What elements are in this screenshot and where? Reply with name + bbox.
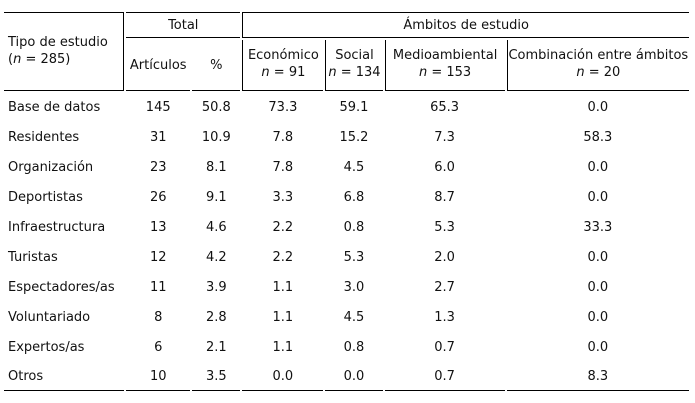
cell-medioambiental: 0.7: [434, 339, 455, 355]
row-label: Infraestructura: [8, 219, 106, 235]
cell-articulos: 13: [149, 219, 167, 235]
row-label: Organización: [8, 159, 94, 175]
cell-medioambiental: 65.3: [430, 99, 460, 115]
cell-medioambiental: 2.7: [434, 279, 455, 295]
cell-combinacion: 8.3: [506, 363, 689, 391]
table-row: Expertos/as 6 2.1 1.1 0.8 0.7 0.0: [4, 333, 689, 361]
cell-medioambiental: 8.7: [434, 189, 455, 205]
row-label: Turistas: [8, 249, 58, 265]
cell-articulos: 10: [126, 363, 191, 391]
cell-combinacion: 33.3: [583, 219, 613, 235]
cell-social: 3.0: [343, 279, 365, 295]
cell-social: 0.8: [343, 219, 365, 235]
group-header-ambitos: Ámbitos de estudio: [242, 12, 689, 38]
cell-social: 6.8: [343, 189, 365, 205]
cell-articulos: 31: [149, 129, 167, 145]
row-label: Deportistas: [8, 189, 83, 205]
cell-economico: 1.1: [272, 339, 294, 355]
row-label: Espectadores/as: [8, 279, 115, 295]
row-label: Base de datos: [8, 99, 101, 115]
cell-economico: 7.8: [272, 129, 294, 145]
table-row: Otros 10 3.5 0.0 0.0 0.7 8.3: [4, 363, 689, 391]
cell-social: 59.1: [339, 99, 369, 115]
cell-social: 5.3: [343, 249, 365, 265]
row-label: Voluntariado: [8, 309, 91, 325]
table-row: Residentes 31 10.9 7.8 15.2 7.3 58.3: [4, 123, 689, 151]
cell-social: 4.5: [343, 309, 365, 325]
cell-combinacion: 0.0: [587, 309, 609, 325]
table-row: Voluntariado 8 2.8 1.1 4.5 1.3 0.0: [4, 303, 689, 331]
cell-economico: 3.3: [272, 189, 294, 205]
cell-combinacion: 0.0: [587, 339, 609, 355]
cell-social: 0.8: [343, 339, 365, 355]
cell-economico: 1.1: [272, 279, 294, 295]
row-label: Residentes: [8, 129, 80, 145]
cell-social: 4.5: [343, 159, 365, 175]
col-header-articulos: Artículos: [126, 40, 191, 91]
cell-combinacion: 58.3: [583, 129, 613, 145]
col-header-medioambiental: Medioambiental n = 153: [384, 40, 505, 91]
cell-medioambiental: 2.0: [434, 249, 455, 265]
cell-pct: 3.9: [205, 279, 227, 295]
col-header-pct: %: [192, 40, 241, 91]
cell-pct: 8.1: [205, 159, 227, 175]
cell-economico: 0.0: [242, 363, 324, 391]
header-group-row: Tipo de estudio (n = 285) Total Ámbitos …: [4, 12, 689, 91]
cell-pct: 2.8: [205, 309, 227, 325]
cell-combinacion: 0.0: [587, 189, 609, 205]
cell-medioambiental: 7.3: [434, 129, 455, 145]
cell-pct: 9.1: [205, 189, 227, 205]
table-row: Espectadores/as 11 3.9 1.1 3.0 2.7 0.0: [4, 273, 689, 301]
cell-articulos: 12: [149, 249, 167, 265]
cell-combinacion: 0.0: [587, 99, 609, 115]
table-row: Organización 23 8.1 7.8 4.5 6.0 0.0: [4, 153, 689, 181]
cell-economico: 1.1: [272, 309, 294, 325]
cell-social: 15.2: [339, 129, 369, 145]
table-row: Base de datos 145 50.8 73.3 59.1 65.3 0.…: [4, 93, 689, 121]
group-header-total: Total: [126, 12, 241, 38]
cell-combinacion: 0.0: [587, 249, 609, 265]
cell-social: 0.0: [325, 363, 383, 391]
cell-pct: 4.2: [205, 249, 227, 265]
cell-economico: 2.2: [272, 249, 294, 265]
study-types-table: Tipo de estudio (n = 285) Total Ámbitos …: [2, 10, 691, 393]
col-header-tipo-de-estudio: Tipo de estudio (n = 285): [4, 12, 125, 91]
cell-pct: 3.5: [192, 363, 241, 391]
cell-articulos: 145: [145, 99, 171, 115]
cell-economico: 7.8: [272, 159, 294, 175]
col-header-social: Social n = 134: [325, 40, 383, 91]
cell-pct: 2.1: [205, 339, 227, 355]
table-row: Infraestructura 13 4.6 2.2 0.8 5.3 33.3: [4, 213, 689, 241]
cell-economico: 73.3: [268, 99, 298, 115]
col-header-economico: Económico n = 91: [242, 40, 324, 91]
cell-medioambiental: 5.3: [434, 219, 455, 235]
col-header-tipo-n: (n = 285): [8, 51, 71, 67]
cell-articulos: 6: [154, 339, 163, 355]
cell-medioambiental: 1.3: [434, 309, 455, 325]
cell-articulos: 11: [149, 279, 167, 295]
cell-combinacion: 0.0: [587, 279, 609, 295]
cell-economico: 2.2: [272, 219, 294, 235]
col-header-tipo-line1: Tipo de estudio: [8, 34, 108, 50]
row-label: Expertos/as: [8, 339, 85, 355]
table-row: Deportistas 26 9.1 3.3 6.8 8.7 0.0: [4, 183, 689, 211]
table-row: Turistas 12 4.2 2.2 5.3 2.0 0.0: [4, 243, 689, 271]
cell-medioambiental: 0.7: [384, 363, 505, 391]
cell-articulos: 23: [149, 159, 167, 175]
cell-articulos: 26: [149, 189, 167, 205]
cell-pct: 4.6: [205, 219, 227, 235]
row-label: Otros: [4, 363, 125, 391]
cell-articulos: 8: [154, 309, 163, 325]
col-header-combinacion: Combinación entre ámbitos n = 20: [506, 40, 689, 91]
cell-combinacion: 0.0: [587, 159, 609, 175]
cell-pct: 10.9: [201, 129, 231, 145]
cell-medioambiental: 6.0: [434, 159, 455, 175]
cell-pct: 50.8: [201, 99, 231, 115]
header-subcolumn-row: Artículos % Económico n = 91 Social n = …: [4, 40, 689, 91]
